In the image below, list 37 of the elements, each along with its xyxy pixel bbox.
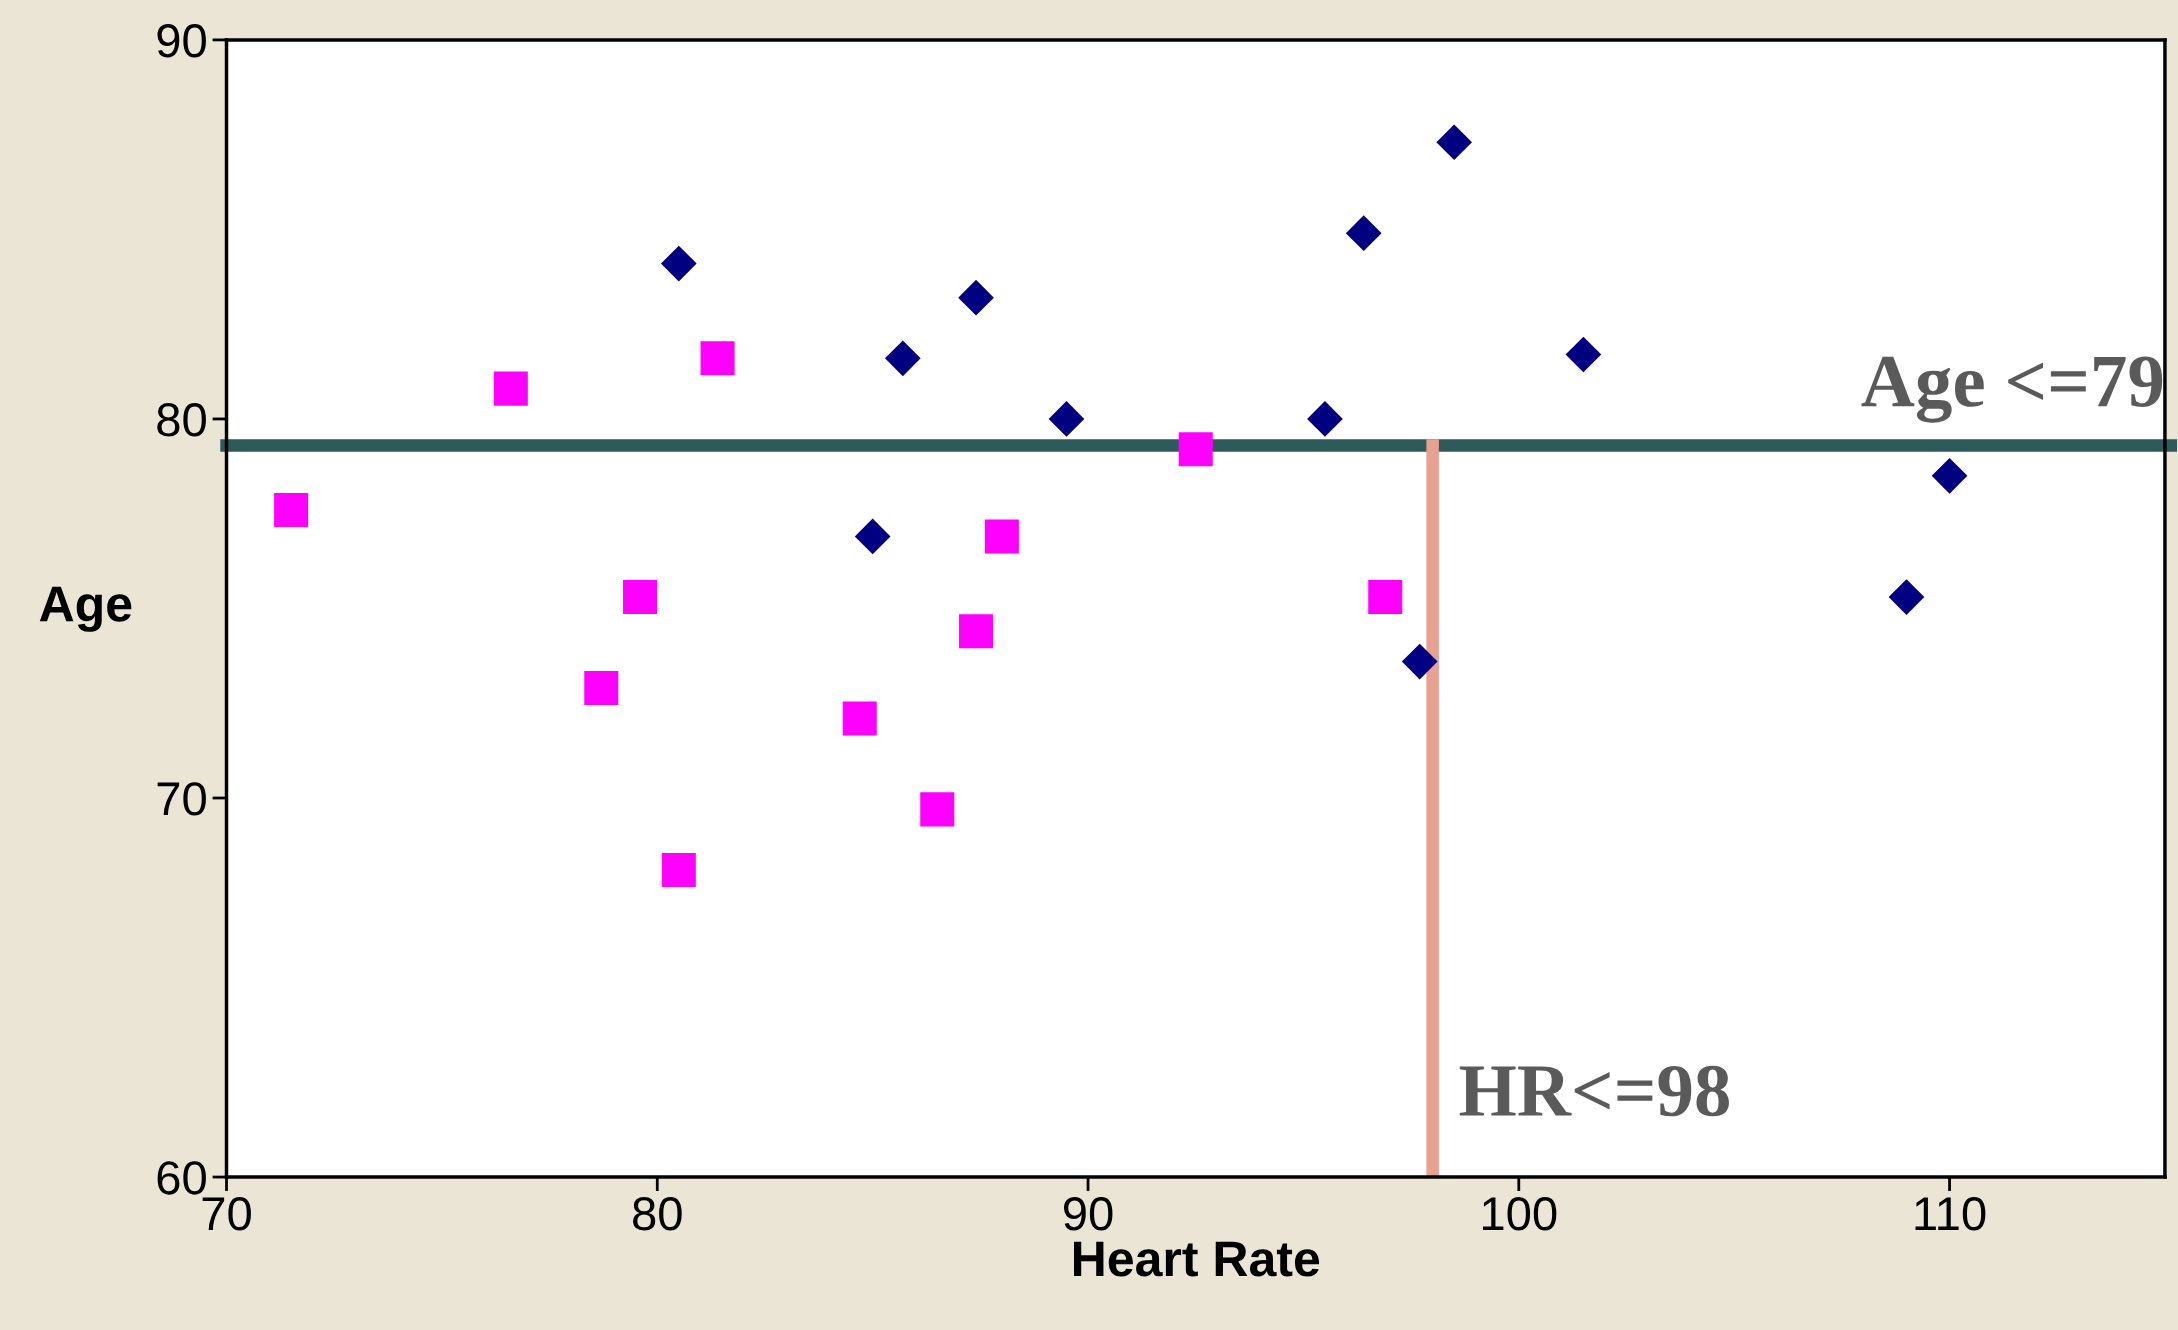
point	[984, 519, 1019, 554]
y-tick-label: 80	[157, 403, 206, 437]
ref-line-label: Age <=79	[1861, 356, 2163, 423]
point	[1307, 401, 1343, 437]
x-tick-label: 90	[1063, 1197, 1113, 1231]
point	[1401, 643, 1438, 680]
point	[1048, 401, 1085, 437]
point	[584, 671, 619, 706]
point	[274, 492, 309, 527]
x-tick-label: 100	[1483, 1197, 1557, 1231]
y-axis-title: Age	[39, 586, 132, 632]
point	[842, 701, 877, 736]
y-tick-label: 70	[157, 782, 206, 816]
point	[493, 371, 528, 406]
point	[958, 279, 994, 316]
ref-line-label: HR<=98	[1459, 1065, 1729, 1117]
point	[1368, 580, 1403, 615]
y-tick-label: 60	[157, 1161, 206, 1195]
x-tick-label: 80	[633, 1197, 682, 1231]
point	[959, 614, 994, 649]
y-tick-label: 90	[157, 24, 206, 58]
point	[1565, 336, 1602, 373]
point	[1888, 579, 1925, 615]
point	[700, 341, 735, 376]
point	[854, 518, 891, 555]
point	[920, 792, 955, 827]
point	[884, 340, 921, 377]
point	[1436, 124, 1473, 161]
point	[1178, 432, 1213, 467]
x-tick-label: 70	[202, 1197, 251, 1231]
point	[1345, 215, 1382, 252]
point	[1931, 457, 1968, 494]
point	[660, 245, 697, 282]
x-axis-title: Heart Rate	[1074, 1241, 1320, 1277]
point	[623, 580, 658, 615]
point	[661, 853, 696, 888]
x-tick-label: 110	[1915, 1197, 1986, 1231]
